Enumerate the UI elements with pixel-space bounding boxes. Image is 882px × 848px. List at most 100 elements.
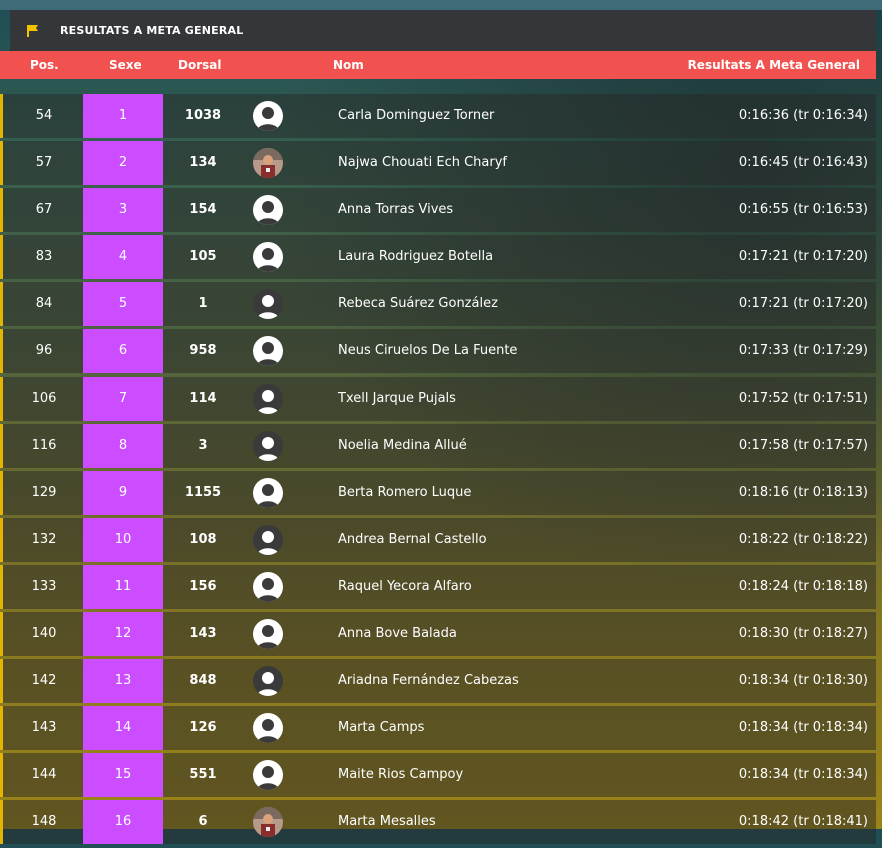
result-time: 0:18:42 (tr 0:18:41)	[738, 814, 868, 830]
bib-cell: 3	[198, 437, 208, 453]
result-time: 0:18:34 (tr 0:18:34)	[738, 767, 868, 783]
table-row[interactable]: 57 2 134 Najwa Chouati Ech Charyf 0:16:45 (t…	[0, 141, 876, 186]
position-cell: 57	[35, 155, 53, 171]
position-cell: 116	[31, 437, 57, 453]
avatar[interactable]	[253, 195, 283, 226]
runner-name[interactable]: Raquel Yecora Alfaro	[338, 578, 472, 594]
sex-rank-cell: 5	[83, 282, 163, 327]
bib-cell: 156	[189, 578, 217, 594]
result-time: 0:18:24 (tr 0:18:18)	[738, 578, 868, 594]
bib-cell: 848	[189, 673, 217, 689]
position-cell: 132	[31, 531, 57, 547]
avatar[interactable]	[253, 289, 283, 320]
header-sex[interactable]: Sexe	[109, 58, 142, 72]
result-time: 0:18:16 (tr 0:18:13)	[738, 484, 868, 500]
result-time: 0:18:22 (tr 0:18:22)	[738, 531, 868, 547]
sex-rank-cell: 2	[83, 141, 163, 186]
header-pos[interactable]: Pos.	[30, 58, 59, 72]
result-time: 0:16:45 (tr 0:16:43)	[738, 155, 868, 171]
avatar[interactable]	[253, 242, 283, 273]
sex-rank-cell: 11	[83, 564, 163, 609]
bib-cell: 1155	[184, 484, 222, 500]
table-row[interactable]: 54 1 1038 Carla Dominguez Torner 0:16:36 (tr…	[0, 94, 876, 138]
result-time: 0:17:58 (tr 0:17:57)	[738, 437, 868, 453]
runner-name[interactable]: Marta Mesalles	[338, 814, 436, 830]
bib-cell: 114	[189, 390, 217, 406]
avatar[interactable]	[253, 477, 283, 508]
table-row[interactable]: 106 7 114 Txell Jarque Pujals 0:17:52 (tr 0:…	[0, 376, 876, 421]
section-title: RESULTATS A META GENERAL	[60, 24, 244, 37]
sex-rank-cell: 16	[83, 800, 163, 845]
position-cell: 140	[31, 626, 57, 642]
position-cell: 148	[31, 814, 57, 830]
table-row[interactable]: 148 16 6 Marta Mesalles 0:18:42 (tr 0:18:41)	[0, 800, 876, 845]
top-strip	[0, 0, 882, 10]
table-row[interactable]: 129 9 1155 Berta Romero Luque 0:18:16 (tr 0:…	[0, 470, 876, 515]
result-time: 0:17:21 (tr 0:17:20)	[738, 296, 868, 312]
position-cell: 133	[31, 578, 57, 594]
table-row[interactable]: 67 3 154 Anna Torras Vives 0:16:55 (tr 0:16:…	[0, 188, 876, 233]
runner-name[interactable]: Andrea Bernal Castello	[338, 531, 487, 547]
table-header: Pos. Sexe Dorsal Nom Resultats A Meta Ge…	[0, 51, 876, 79]
header-name[interactable]: Nom	[333, 58, 364, 72]
table-row[interactable]: 142 13 848 Ariadna Fernández Cabezas 0:18:34…	[0, 659, 876, 704]
avatar[interactable]	[253, 524, 283, 555]
table-row[interactable]: 144 15 551 Maite Rios Campoy 0:18:34 (tr 0:1…	[0, 753, 876, 798]
table-row[interactable]: 133 11 156 Raquel Yecora Alfaro 0:18:24 (tr …	[0, 564, 876, 609]
runner-name[interactable]: Najwa Chouati Ech Charyf	[338, 155, 507, 171]
sex-rank-cell: 6	[83, 329, 163, 374]
table-row[interactable]: 83 4 105 Laura Rodriguez Botella 0:17:21 (tr…	[0, 235, 876, 280]
sex-rank-cell: 3	[83, 188, 163, 233]
table-row[interactable]: 84 5 1 Rebeca Suárez González 0:17:21 (tr 0:…	[0, 282, 876, 327]
table-row[interactable]: 132 10 108 Andrea Bernal Castello 0:18:22 (t…	[0, 517, 876, 562]
table-row[interactable]: 140 12 143 Anna Bove Balada 0:18:30 (tr 0:18…	[0, 612, 876, 657]
bib-cell: 108	[189, 531, 217, 547]
avatar[interactable]	[253, 760, 283, 791]
sex-rank-cell: 4	[83, 235, 163, 280]
runner-name[interactable]: Txell Jarque Pujals	[338, 390, 456, 406]
position-cell: 142	[31, 673, 57, 689]
avatar[interactable]	[253, 807, 283, 838]
position-cell: 129	[31, 484, 57, 500]
avatar[interactable]	[253, 336, 283, 367]
runner-name[interactable]: Maite Rios Campoy	[338, 767, 464, 783]
runner-name[interactable]: Neus Ciruelos De La Fuente	[338, 343, 518, 359]
avatar[interactable]	[253, 619, 283, 650]
table-row[interactable]: 143 14 126 Marta Camps 0:18:34 (tr 0:18:34)	[0, 706, 876, 751]
runner-name[interactable]: Laura Rodriguez Botella	[338, 249, 494, 265]
runner-name[interactable]: Carla Dominguez Torner	[338, 108, 495, 123]
avatar[interactable]	[253, 430, 283, 461]
result-time: 0:18:34 (tr 0:18:30)	[738, 673, 868, 689]
runner-name[interactable]: Noelia Medina Allué	[338, 437, 467, 453]
runner-name[interactable]: Anna Bove Balada	[338, 626, 457, 642]
result-time: 0:16:36 (tr 0:16:34)	[738, 108, 868, 123]
result-time: 0:17:33 (tr 0:17:29)	[738, 343, 868, 359]
avatar[interactable]	[253, 571, 283, 602]
position-cell: 84	[35, 296, 53, 312]
bib-cell: 143	[189, 626, 217, 642]
result-time: 0:16:55 (tr 0:16:53)	[738, 202, 868, 218]
runner-name[interactable]: Anna Torras Vives	[338, 202, 454, 218]
bib-cell: 1	[198, 296, 208, 312]
bib-cell: 551	[189, 767, 217, 783]
runner-name[interactable]: Berta Romero Luque	[338, 484, 472, 500]
avatar[interactable]	[253, 148, 283, 179]
flag-icon	[27, 24, 38, 37]
sex-rank-cell: 10	[83, 517, 163, 562]
runner-name[interactable]: Rebeca Suárez González	[338, 296, 498, 312]
avatar[interactable]	[253, 666, 283, 697]
table-row[interactable]: 96 6 958 Neus Ciruelos De La Fuente 0:17:33 …	[0, 329, 876, 374]
avatar[interactable]	[253, 713, 283, 744]
sex-rank-cell: 7	[83, 376, 163, 421]
table-row[interactable]: 116 8 3 Noelia Medina Allué 0:17:58 (tr 0:17…	[0, 423, 876, 468]
runner-name[interactable]: Ariadna Fernández Cabezas	[338, 673, 519, 689]
sex-rank-cell: 15	[83, 753, 163, 798]
avatar[interactable]	[253, 383, 283, 414]
header-bib[interactable]: Dorsal	[178, 58, 222, 72]
position-cell: 67	[35, 202, 53, 218]
avatar[interactable]	[253, 101, 283, 131]
position-cell: 96	[35, 343, 53, 359]
sex-rank-cell: 13	[83, 659, 163, 704]
header-result[interactable]: Resultats A Meta General	[687, 58, 860, 72]
runner-name[interactable]: Marta Camps	[338, 720, 425, 736]
